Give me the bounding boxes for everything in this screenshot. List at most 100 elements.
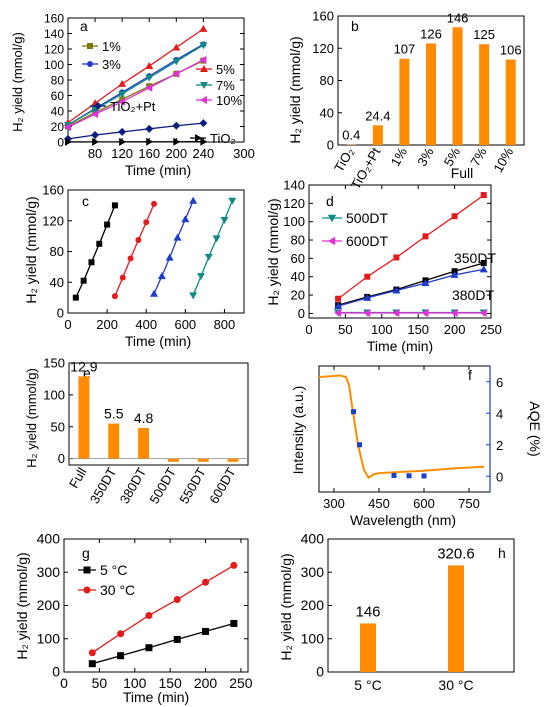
series-annotation: 350DT — [454, 250, 496, 266]
series-0 — [72, 202, 118, 301]
x-category-label: 550DT — [176, 465, 209, 506]
data-label: 146 — [355, 603, 380, 620]
y-tick-label: 40 — [320, 105, 334, 120]
data-point — [202, 578, 210, 586]
data-point — [119, 137, 127, 146]
x-tick-label: 0 — [60, 675, 68, 691]
x-tick-label: 250 — [480, 322, 502, 337]
data-point — [199, 119, 208, 128]
x-tick-label: 50 — [338, 322, 352, 337]
bar — [448, 565, 464, 672]
data-point — [202, 627, 210, 635]
y-axis-label: H₂ yield (mmol/g) — [287, 36, 303, 143]
x-tick-label: 200 — [194, 675, 218, 691]
x-axis-label: Time (min) — [367, 338, 433, 354]
aqe-point — [357, 442, 362, 448]
x-category-label: TiO₂ — [331, 145, 357, 175]
panel-g: 0 100 200 300 400 0 50 100 150 200 250 g H₂ yield (m… — [14, 531, 253, 706]
legend-label: 500DT — [346, 210, 388, 226]
panel-letter: d — [326, 193, 334, 209]
data-label: 5.5 — [104, 406, 124, 422]
y-tick-label: 0 — [298, 306, 305, 321]
x-tick-label: 0 — [64, 317, 71, 332]
series-2 — [150, 196, 198, 297]
data-point — [96, 240, 103, 247]
bar — [197, 458, 209, 462]
series-line — [75, 205, 116, 298]
data-point — [422, 233, 429, 240]
data-point — [145, 83, 153, 92]
series-10- — [64, 55, 207, 132]
data-point — [118, 90, 127, 98]
series-tio-pt — [64, 119, 208, 143]
x-tick-label: 400 — [135, 317, 157, 332]
data-point — [111, 293, 118, 300]
y-tick-label: 80 — [50, 244, 64, 259]
y-axis-label: Intensity (a.u.) — [290, 386, 306, 475]
data-point — [230, 619, 238, 627]
legend-marker — [87, 61, 93, 67]
panel-f: 300 450 600 750 0 2 4 6 f Intensity (a.u.) AQE (%)… — [290, 365, 543, 528]
y-tick-label: 0 — [58, 451, 65, 466]
series-annotation: 380DT — [452, 287, 494, 303]
bar — [479, 44, 490, 145]
data-point — [119, 274, 126, 281]
data-point — [363, 308, 371, 317]
x-tick-label: 750 — [458, 496, 480, 511]
y-tick-label: 20 — [291, 288, 305, 303]
data-point — [228, 197, 237, 205]
legend-label: TiO₂+Pt — [110, 99, 156, 114]
y-tick-label: 100 — [44, 58, 64, 72]
panel-letter: f — [468, 367, 472, 383]
legend-marker — [83, 566, 91, 574]
data-point — [145, 644, 153, 652]
data-point — [91, 131, 100, 140]
absorbance-curve — [318, 374, 485, 480]
y-tick-label: 140 — [283, 178, 305, 193]
bar — [227, 458, 239, 462]
x-category-label: 1% — [388, 145, 411, 169]
legend-item: 7% — [196, 78, 235, 93]
y-tick-label: 0 — [57, 136, 64, 150]
bar — [108, 423, 120, 459]
y-tick-label: 100 — [37, 630, 61, 646]
x-tick-label: 800 — [214, 317, 236, 332]
data-label: 107 — [394, 42, 416, 57]
x-category-label: 380DT — [117, 465, 150, 506]
data-point — [189, 292, 198, 300]
plot-frame — [68, 362, 249, 466]
y-tick-label: 140 — [44, 27, 64, 41]
data-point — [104, 221, 111, 228]
x-tick-label: 0 — [305, 322, 312, 337]
legend-marker — [83, 586, 91, 594]
y-axis-label: H₂ yield (mmol/g) — [278, 553, 294, 660]
data-label: 12.9 — [70, 358, 97, 374]
data-point — [204, 253, 213, 261]
y-tick-label: 300 — [37, 564, 61, 580]
legend-label: 5% — [216, 62, 235, 77]
x-axis-label: Time (min) — [123, 689, 189, 705]
series-line — [192, 200, 233, 296]
data-point — [173, 635, 181, 643]
bar — [426, 43, 436, 145]
y-tick-label: 100 — [301, 630, 325, 646]
y-tick-label: 50 — [51, 419, 65, 434]
bar — [372, 125, 383, 145]
data-point — [230, 561, 238, 569]
x-tick-label: 100 — [371, 322, 393, 337]
panel-d: 0 20 40 60 80 100 120 140 0 50 100 150 200 250 d H₂ yie… — [265, 165, 502, 354]
bar — [167, 458, 179, 462]
x-tick-label: 200 — [165, 146, 187, 161]
y-right-axis-label: AQE (%) — [527, 401, 543, 456]
x-tick-label: 600 — [174, 317, 196, 332]
data-point — [200, 137, 208, 146]
y-tick-label: 160 — [42, 183, 64, 198]
legend-marker — [200, 96, 207, 104]
legend-item: 600DT — [322, 233, 388, 249]
data-point — [64, 123, 71, 132]
y-tick-label: 160 — [312, 9, 334, 24]
data-point — [117, 652, 125, 660]
y-tick-label: 150 — [43, 356, 65, 371]
legend-item: 5 °C — [78, 562, 127, 578]
